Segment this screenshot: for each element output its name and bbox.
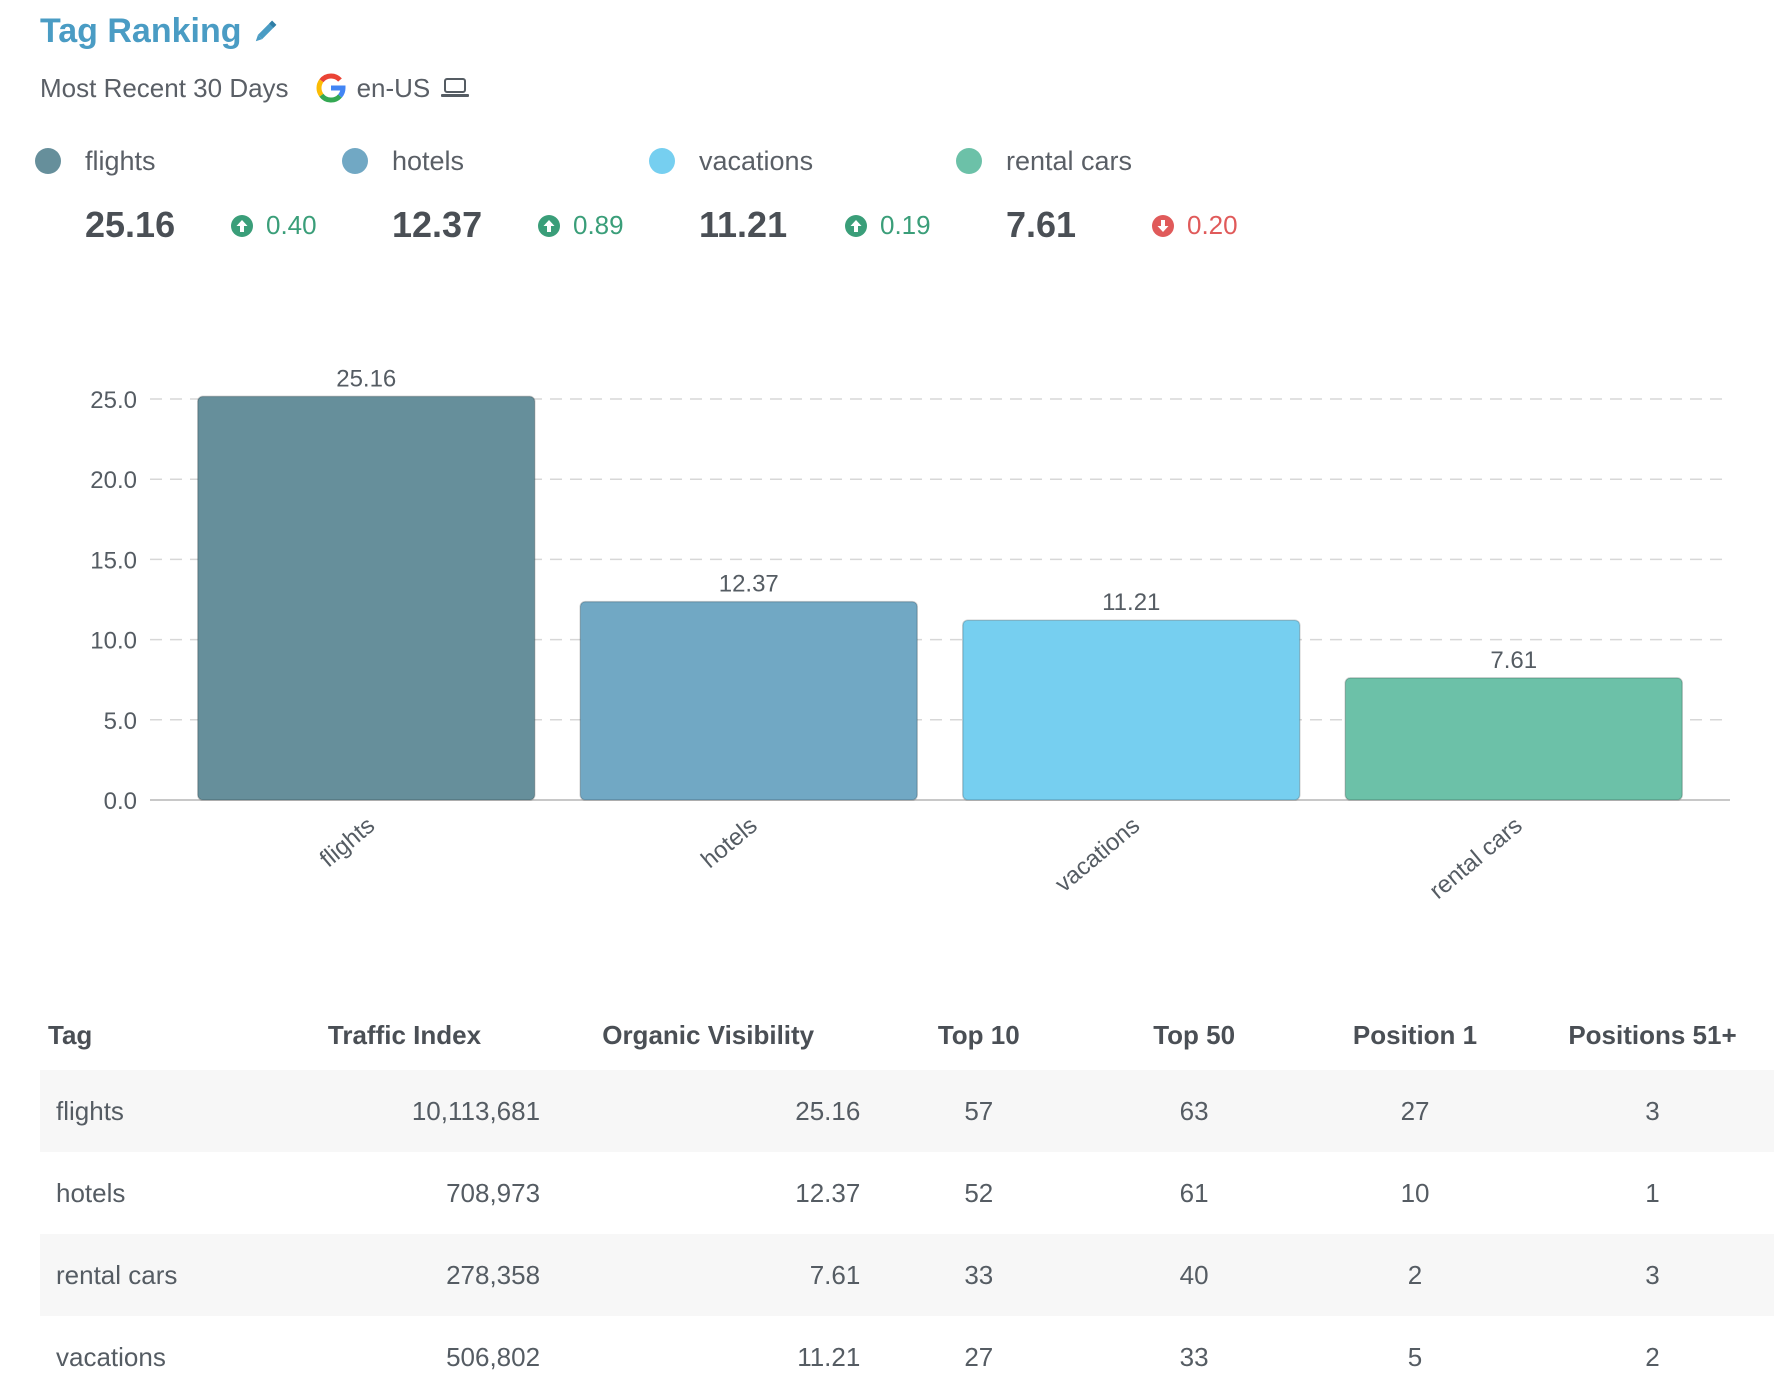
arrow-up-circle-icon	[845, 214, 867, 237]
page-title: Tag Ranking	[40, 12, 280, 51]
legend-dot	[956, 148, 982, 174]
cell-tag: hotels	[56, 1177, 126, 1208]
cell-top-50: 61	[1179, 1177, 1209, 1208]
legend-name: hotels	[392, 146, 465, 176]
cell-positions-51-plus: 3	[1530, 1070, 1774, 1152]
cell-top-10: 57	[868, 1070, 1090, 1152]
legend-value: 12.37	[392, 204, 483, 245]
google-icon	[315, 72, 347, 104]
table-header-row: Tag Traffic Index Organic Visibility Top…	[40, 1000, 1774, 1070]
tag-ranking-table: Tag Traffic Index Organic Visibility Top…	[40, 1000, 1774, 1398]
cell-top-50: 33	[1179, 1341, 1209, 1372]
column-header-organic-visibility[interactable]: Organic Visibility	[602, 1019, 815, 1050]
bar-flights	[197, 395, 536, 801]
x-tick-label: flights	[315, 812, 380, 873]
legend-item-vacations[interactable]: vacations 11.21 0.19	[649, 140, 989, 260]
legend-dot	[649, 148, 675, 174]
legend-item-hotels[interactable]: hotels 12.37 0.89	[342, 140, 682, 260]
cell-organic-visibility: 12.37	[795, 1177, 861, 1208]
cell-organic-visibility: 11.21	[797, 1341, 861, 1372]
legend-change: 0.19	[844, 210, 931, 241]
cell-position-1: 27	[1299, 1070, 1531, 1152]
cell-top-50: 40	[1089, 1234, 1300, 1316]
cell-positions-51-plus: 3	[1530, 1234, 1774, 1316]
bar-vacations	[962, 619, 1301, 801]
y-tick-label: 5.0	[104, 708, 137, 735]
cell-traffic-index: 278,358	[260, 1234, 549, 1316]
cell-tag: flights	[40, 1070, 261, 1152]
legend-dot	[342, 148, 368, 174]
tag-ranking-bar-chart: 0.0 5.0 10.0 15.0 20.0 25.0 25.16 flights 12.37 h…	[90, 365, 1730, 905]
column-header-top-10[interactable]: Top 10	[937, 1019, 1020, 1050]
bar-hotels	[579, 600, 918, 801]
cell-tag: vacations	[56, 1341, 166, 1372]
column-header-positions-51-plus[interactable]: Positions 51+	[1568, 1019, 1737, 1050]
legend-change: 0.40	[230, 210, 317, 241]
cell-traffic-index: 708,973	[446, 1177, 541, 1208]
y-tick-label: 25.0	[90, 387, 137, 414]
legend-change: 0.20	[1151, 210, 1238, 241]
legend-value: 7.61	[1006, 204, 1077, 245]
legend-name: flights	[85, 146, 156, 176]
legend-change: 0.89	[537, 210, 624, 241]
legend-item-rental-cars[interactable]: rental cars 7.61 0.20	[956, 140, 1296, 260]
arrow-up-circle-icon	[538, 214, 560, 237]
column-header-tag[interactable]: Tag	[48, 1019, 93, 1050]
page-title-text: Tag Ranking	[40, 12, 242, 50]
y-tick-label: 0.0	[104, 788, 137, 815]
filter-row: Most Recent 30 Days en-US	[40, 72, 470, 104]
summary-legend: flights 25.16 0.40 hotels 12.37 0.89 vac…	[0, 140, 1774, 260]
table-row[interactable]: flights 10,113,681 25.16 57 63 27 3	[40, 1070, 1774, 1152]
cell-tag: rental cars	[40, 1234, 261, 1316]
legend-change-value: 0.19	[880, 210, 931, 240]
legend-name: rental cars	[1006, 146, 1133, 176]
pencil-icon[interactable]	[250, 17, 280, 47]
legend-dot	[35, 148, 61, 174]
x-tick-label: rental cars	[1424, 812, 1527, 905]
y-tick-label: 15.0	[90, 547, 137, 574]
cell-top-10: 27	[964, 1341, 994, 1372]
cell-positions-51-plus: 1	[1645, 1177, 1660, 1208]
cell-positions-51-plus: 2	[1645, 1341, 1660, 1372]
cell-top-10: 52	[964, 1177, 994, 1208]
legend-change-value: 0.20	[1187, 210, 1238, 240]
table-row[interactable]: vacations 506,802 11.21 27 33 5 2	[40, 1316, 1774, 1398]
locale-label: en-US	[356, 72, 431, 103]
legend-value: 25.16	[85, 204, 176, 245]
cell-traffic-index: 506,802	[446, 1341, 541, 1372]
legend-value: 11.21	[699, 204, 788, 245]
y-tick-label: 20.0	[90, 467, 137, 494]
cell-organic-visibility: 25.16	[548, 1070, 869, 1152]
column-header-top-50[interactable]: Top 50	[1153, 1019, 1236, 1050]
x-tick-label: vacations	[1050, 812, 1145, 898]
laptop-icon	[440, 76, 470, 100]
cell-top-50: 63	[1089, 1070, 1300, 1152]
cell-position-1: 10	[1400, 1177, 1430, 1208]
bar-rental-cars	[1344, 677, 1683, 801]
column-header-traffic-index[interactable]: Traffic Index	[327, 1019, 482, 1050]
legend-change-value: 0.40	[266, 210, 317, 240]
bar-data-label: 12.37	[719, 571, 779, 598]
legend-change-value: 0.89	[573, 210, 624, 240]
arrow-up-circle-icon	[231, 214, 253, 237]
cell-position-1: 5	[1407, 1341, 1423, 1372]
bar-data-label: 11.21	[1102, 589, 1160, 616]
table-row[interactable]: hotels 708,973 12.37 52 61 10 1	[40, 1152, 1774, 1234]
cell-organic-visibility: 7.61	[548, 1234, 869, 1316]
legend-item-flights[interactable]: flights 25.16 0.40	[35, 140, 375, 260]
period-label: Most Recent 30 Days	[40, 72, 289, 103]
table-row[interactable]: rental cars 278,358 7.61 33 40 2 3	[40, 1234, 1774, 1316]
y-tick-label: 10.0	[90, 628, 137, 655]
cell-position-1: 2	[1299, 1234, 1531, 1316]
bar-data-label: 7.61	[1490, 647, 1537, 674]
x-tick-label: hotels	[696, 812, 762, 874]
bar-data-label: 25.16	[336, 365, 396, 392]
legend-name: vacations	[699, 146, 814, 176]
cell-top-10: 33	[868, 1234, 1090, 1316]
arrow-down-circle-icon	[1152, 214, 1174, 237]
cell-traffic-index: 10,113,681	[260, 1070, 549, 1152]
column-header-position-1[interactable]: Position 1	[1352, 1019, 1478, 1050]
